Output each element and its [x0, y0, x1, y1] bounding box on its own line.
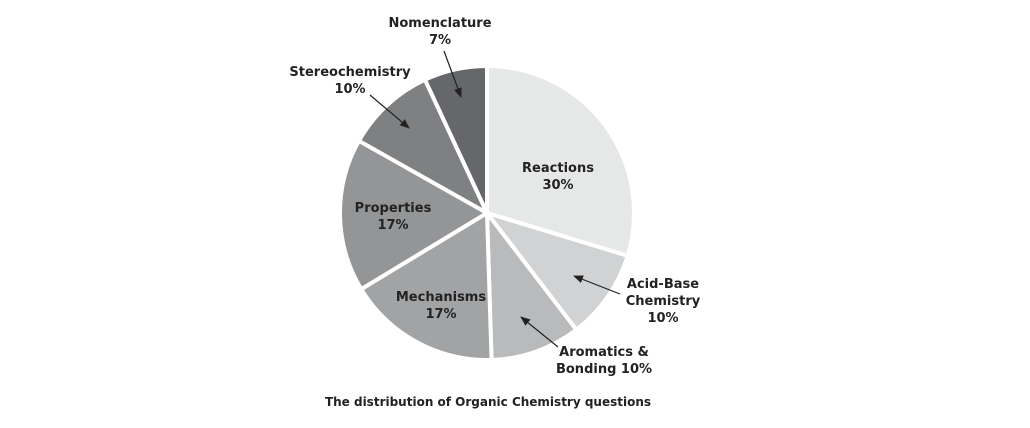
slice-label-line: Reactions: [522, 161, 594, 176]
callout-arrow-acid-base: [573, 275, 621, 295]
slice-label-stereochemistry: Stereochemistry 10%: [289, 65, 411, 97]
pie-slice-properties: [338, 138, 489, 292]
slice-label-line: Bonding 10%: [556, 362, 652, 377]
pie-slice-acid-base: [485, 211, 630, 332]
slice-label-line: Mechanisms: [396, 290, 486, 305]
pie-slice-nomenclature: [422, 64, 489, 215]
slice-label-line: Properties: [355, 201, 432, 216]
slices-layer: [338, 64, 636, 362]
slice-label-line: 10%: [334, 82, 365, 97]
slice-label-acid-base: Acid-Base Chemistry 10%: [626, 277, 701, 326]
slice-label-line: 17%: [425, 307, 456, 322]
slice-label-mechanisms: Mechanisms 17%: [396, 290, 486, 322]
callout-arrow-stereochemistry: [369, 94, 410, 129]
callout-arrow-nomenclature: [443, 50, 462, 98]
chart-caption: The distribution of Organic Chemistry qu…: [325, 395, 651, 409]
slice-label-line: Chemistry: [626, 294, 701, 309]
slice-label-line: 17%: [377, 218, 408, 233]
slice-label-line: 10%: [647, 311, 678, 326]
pie-slice-mechanisms: [359, 211, 494, 362]
callout-arrow-aromatics: [520, 316, 559, 348]
slice-label-aromatics: Aromatics & Bonding 10%: [556, 345, 652, 377]
slice-label-properties: Properties 17%: [355, 201, 432, 233]
slice-label-reactions: Reactions 30%: [522, 161, 594, 193]
pie-slice-aromatics: [485, 211, 579, 362]
slice-labels: Reactions 30% Acid-Base Chemistry 10% Aromati…: [289, 16, 700, 377]
callout-arrows: [369, 50, 621, 348]
slice-label-line: 30%: [542, 178, 573, 193]
slice-label-line: Stereochemistry: [289, 65, 411, 80]
pie-slice-reactions: [485, 64, 636, 258]
slice-label-line: 7%: [429, 33, 451, 48]
slice-label-line: Aromatics &: [559, 345, 649, 360]
slice-label-nomenclature: Nomenclature 7%: [388, 16, 491, 48]
slice-label-line: Acid-Base: [627, 277, 699, 292]
slice-label-line: Nomenclature: [388, 16, 491, 31]
